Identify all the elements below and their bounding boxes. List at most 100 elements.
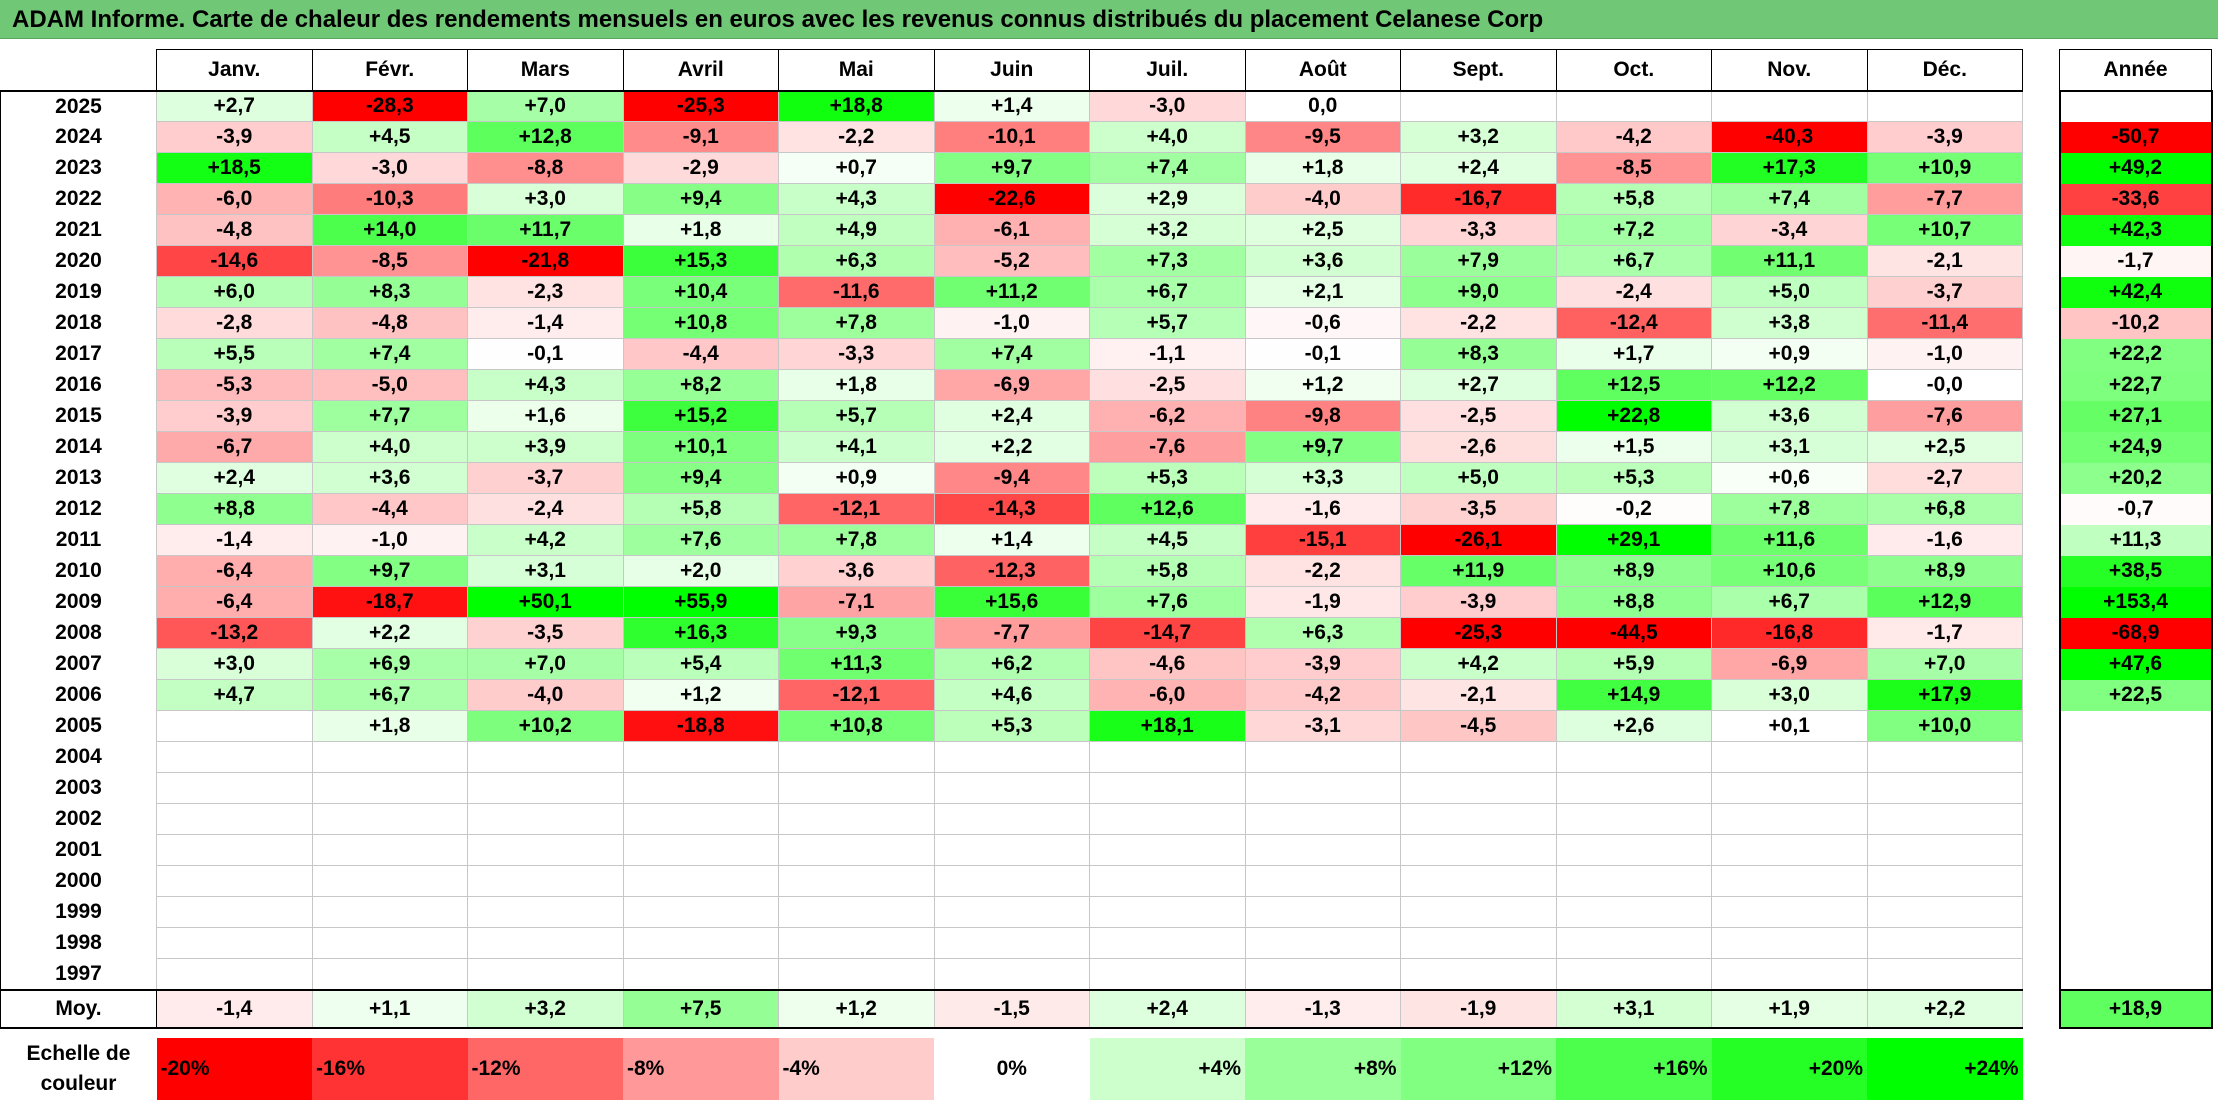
heatmap-cell: -0,2 <box>1555 493 1712 525</box>
heatmap-cell: -2,2 <box>1400 307 1557 339</box>
heatmap-cell: +2,2 <box>933 431 1090 463</box>
heatmap-cell <box>1244 803 1401 835</box>
column-gap <box>2022 245 2060 277</box>
heatmap-cell: -14,3 <box>933 493 1090 525</box>
heatmap-cell: +12,2 <box>1711 369 1868 401</box>
heatmap-cell: -9,1 <box>622 121 779 153</box>
heatmap-cell: +2,6 <box>1555 710 1712 742</box>
year-label: 2009 <box>0 586 157 618</box>
table-row: 2007 +3,0 +6,9 +7,0 +5,4 +11,3 +6,2 -4,6 -3,9 +4,… <box>0 648 2213 680</box>
heatmap-cell <box>1244 834 1401 866</box>
heatmap-cell <box>156 741 313 773</box>
heatmap-cell: +1,2 <box>1244 369 1401 401</box>
average-cell: +2,4 <box>1089 988 1246 1029</box>
heatmap-cell: +18,5 <box>156 152 313 184</box>
heatmap-cell: +2,9 <box>1089 183 1246 215</box>
heatmap-cell <box>933 834 1090 866</box>
heatmap-cell: +11,2 <box>933 276 1090 308</box>
annual-total-cell <box>2058 89 2213 122</box>
heatmap-cell: +5,3 <box>933 710 1090 742</box>
heatmap-cell <box>1089 896 1246 928</box>
heatmap-cell: +10,8 <box>778 710 935 742</box>
heatmap-cell <box>1711 772 1868 804</box>
heatmap-cell: +3,1 <box>467 555 624 587</box>
annual-total-cell <box>2058 865 2213 897</box>
heatmap-cell: -21,8 <box>467 245 624 277</box>
month-header-3: Avril <box>622 49 779 91</box>
heatmap-cell: +7,7 <box>311 400 468 432</box>
heatmap-cell: +1,7 <box>1555 338 1712 370</box>
heatmap-cell: -11,4 <box>1866 307 2023 339</box>
heatmap-cell: -44,5 <box>1555 617 1712 649</box>
heatmap-cell: +4,5 <box>1089 524 1246 556</box>
heatmap-cell: +12,9 <box>1866 586 2023 618</box>
year-label: 1999 <box>0 896 157 928</box>
heatmap-cell: -4,4 <box>622 338 779 370</box>
heatmap-cell <box>1244 896 1401 928</box>
heatmap-cell <box>1866 958 2023 991</box>
year-label: 2019 <box>0 276 157 308</box>
annual-total-cell <box>2058 958 2213 991</box>
average-cell: +3,1 <box>1555 988 1712 1029</box>
column-gap <box>2022 741 2060 773</box>
heatmap-cell: 0,0 <box>1244 89 1401 122</box>
heatmap-cell: -4,2 <box>1244 679 1401 711</box>
color-scale-step: +20% <box>1711 1037 1867 1100</box>
heatmap-cell: +9,0 <box>1400 276 1557 308</box>
annual-total-cell <box>2058 896 2213 928</box>
heatmap-cell: +7,6 <box>1089 586 1246 618</box>
heatmap-cell: -1,0 <box>311 524 468 556</box>
heatmap-cell: -40,3 <box>1711 121 1868 153</box>
heatmap-cell: -6,9 <box>933 369 1090 401</box>
heatmap-cell: +10,7 <box>1866 214 2023 246</box>
column-gap <box>2022 834 2060 866</box>
heatmap-cell: -4,8 <box>156 214 313 246</box>
table-row: 2017 +5,5 +7,4 -0,1 -4,4 -3,3 +7,4 -1,1 -0,1 +8,3… <box>0 338 2213 370</box>
column-gap <box>2022 338 2060 370</box>
heatmap-cell: +5,7 <box>1089 307 1246 339</box>
heatmap-cell <box>1866 896 2023 928</box>
table-row: 2008 -13,2 +2,2 -3,5 +16,3 +9,3 -7,7 -14,7 +6,3-… <box>0 617 2213 649</box>
heatmap-cell: +5,0 <box>1400 462 1557 494</box>
heatmap-cell: +2,0 <box>622 555 779 587</box>
heatmap-cell <box>778 927 935 959</box>
heatmap-cell <box>311 834 468 866</box>
heatmap-cell: +7,8 <box>778 524 935 556</box>
heatmap-cell: +1,8 <box>778 369 935 401</box>
table-row: 2019 +6,0 +8,3 -2,3 +10,4 -11,6 +11,2 +6,7 +2,1 +… <box>0 276 2213 308</box>
column-gap <box>2022 710 2060 742</box>
heatmap-cell: +10,8 <box>622 307 779 339</box>
heatmap-cell <box>1555 741 1712 773</box>
heatmap-cell <box>1089 772 1246 804</box>
heatmap-cell: +4,1 <box>778 431 935 463</box>
month-header-4: Mai <box>778 49 935 91</box>
heatmap-cell <box>1089 865 1246 897</box>
heatmap-cell: +16,3 <box>622 617 779 649</box>
heatmap-cell <box>1089 927 1246 959</box>
heatmap-cell: +18,8 <box>778 89 935 122</box>
heatmap-cell: -3,0 <box>311 152 468 184</box>
heatmap-cell: -10,1 <box>933 121 1090 153</box>
heatmap-cell <box>1711 865 1868 897</box>
heatmap-cell: +8,2 <box>622 369 779 401</box>
heatmap-cell: +7,8 <box>1711 493 1868 525</box>
heatmap-cell: +2,2 <box>311 617 468 649</box>
heatmap-cell <box>1400 772 1557 804</box>
heatmap-cell <box>156 710 313 742</box>
heatmap-cell: -6,7 <box>156 431 313 463</box>
annual-total-cell: +153,4 <box>2058 586 2213 618</box>
heatmap-cell: +0,9 <box>1711 338 1868 370</box>
color-scale-step: -12% <box>467 1037 623 1100</box>
average-row: Moy. -1,4 +1,1 +3,2 +7,5 +1,2 -1,5 +2,4 -1,3 -1,9… <box>0 988 2213 1029</box>
heatmap-cell: +17,9 <box>1866 679 2023 711</box>
heatmap-cell: +3,0 <box>156 648 313 680</box>
heatmap-cell: +6,7 <box>311 679 468 711</box>
heatmap-cell <box>1244 772 1401 804</box>
year-label: 2014 <box>0 431 157 463</box>
heatmap-cell <box>1555 927 1712 959</box>
heatmap-cell <box>1711 834 1868 866</box>
heatmap-body: 2025 +2,7 -28,3 +7,0 -25,3 +18,8 +1,4 -3,0 0,0 20… <box>0 89 2213 1100</box>
heatmap-cell <box>933 741 1090 773</box>
column-gap <box>2022 121 2060 153</box>
heatmap-cell: +6,8 <box>1866 493 2023 525</box>
